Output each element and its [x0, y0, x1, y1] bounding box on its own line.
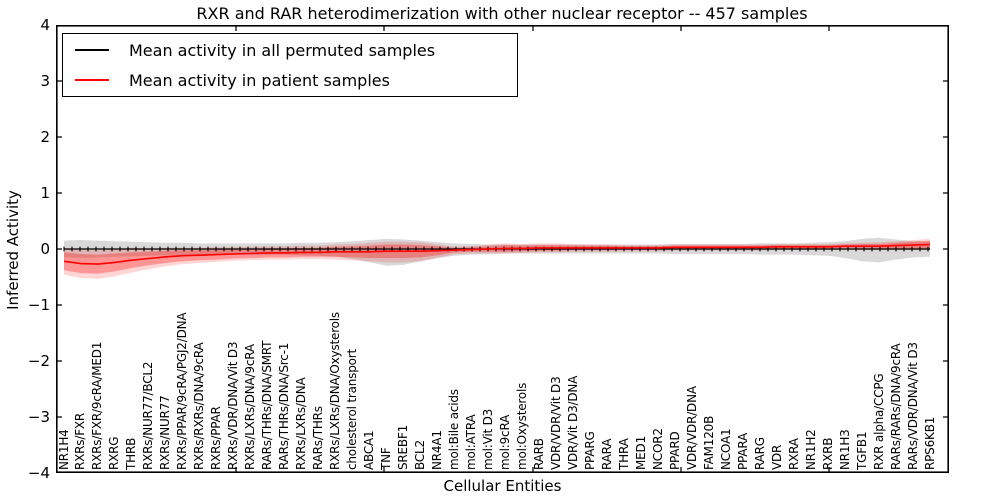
x-tick-label: RXRs/FXR/9cRA/MED1	[90, 341, 105, 470]
plot-border	[56, 25, 949, 473]
x-tick-label: VDR/Vit D3/DNA	[565, 375, 580, 470]
legend-label-permuted: Mean activity in all permuted samples	[129, 40, 436, 60]
plot-area	[56, 25, 949, 473]
x-tick-label: mol:Oxysterols	[514, 382, 529, 470]
y-tick-label: −2	[27, 352, 50, 370]
x-tick-label: RARs/THRs	[311, 406, 326, 470]
legend-label-patient: Mean activity in patient samples	[129, 70, 390, 90]
x-tick-label: RXRs/LXRs/DNA/9cRA	[243, 344, 258, 470]
x-tick-label: RXRs/PPAR/9cRA/PGJ2/DNA	[175, 312, 190, 470]
x-tick-label: VDR/VDR/DNA	[684, 386, 699, 470]
x-tick-label: RARA	[599, 438, 614, 470]
x-tick-label: NR1H4	[56, 429, 71, 470]
x-tick-label: TGFB1	[854, 431, 869, 470]
x-tick-label: mol:Vit D3	[481, 408, 495, 470]
x-tick-label: RXRs/VDR/DNA/Vit D3	[226, 341, 241, 470]
x-tick-label: MED1	[633, 435, 648, 470]
x-tick-label: VDR	[769, 444, 784, 470]
chart-title: RXR and RAR heterodimerization with othe…	[196, 4, 808, 23]
x-tick-label: PPARA	[735, 433, 750, 470]
x-tick-label: THRB	[124, 437, 139, 470]
patient-line-sample	[75, 79, 109, 81]
x-tick-label: RXRs/RXRs/DNA/9cRA	[192, 342, 207, 470]
x-tick-label: RXRs/NUR77/BCL2	[141, 361, 156, 470]
y-tick-label: 0	[40, 240, 50, 258]
x-tick-label: RARG	[752, 437, 767, 470]
x-tick-label: RXRA	[786, 438, 801, 470]
x-tick-label: NR1H2	[803, 429, 818, 470]
x-tick-label: RXRB	[820, 437, 835, 470]
x-tick-label: RXRs/PPAR	[209, 406, 224, 470]
y-axis-label: Inferred Activity	[4, 190, 22, 310]
y-tick-label: 3	[40, 72, 50, 90]
x-tick-label: mol:Bile acids	[447, 389, 462, 470]
x-tick-label: NR4A1	[430, 430, 445, 470]
x-tick-label: NR1H3	[837, 429, 852, 470]
y-tick-label: −3	[27, 408, 50, 426]
x-tick-label: RXR alpha/CCPG	[871, 373, 886, 470]
permuted-line-markers	[63, 246, 929, 252]
axis-ticks	[56, 25, 949, 473]
x-tick-label: NCOA1	[718, 428, 733, 470]
x-tick-label: ABCA1	[362, 430, 377, 470]
x-tick-label: RARs/VDR/DNA/Vit D3	[905, 342, 920, 470]
x-tick-label: RARs/THRs/DNA/SMRT	[260, 340, 275, 470]
x-tick-label: PPARD	[667, 431, 682, 471]
x-tick-label: TNF	[379, 447, 394, 470]
patient-mean-line	[63, 243, 931, 265]
permuted-confidence-band	[64, 237, 930, 266]
x-tick-label: SREBF1	[396, 424, 411, 470]
y-tick-label: 4	[40, 16, 50, 34]
x-tick-label: THRA	[616, 438, 631, 470]
legend-item-permuted: Mean activity in all permuted samples	[63, 35, 517, 65]
legend: Mean activity in all permuted samples Me…	[62, 33, 518, 97]
x-tick-label: RARs/THRs/DNA/Src-1	[277, 342, 292, 470]
x-tick-label: RXRs/LXRs/DNA/Oxysterols	[328, 312, 343, 470]
x-tick-label: RXRs/NUR77	[158, 395, 173, 470]
x-tick-label: RXRG	[107, 436, 122, 470]
x-tick-label: FAM120B	[701, 415, 716, 470]
x-tick-label: RARs/RARs/DNA/9cRA	[888, 343, 903, 470]
x-tick-label: PPARG	[582, 431, 597, 470]
y-tick-label: −4	[27, 464, 50, 482]
x-tick-label: RPS6KB1	[922, 416, 937, 470]
x-axis-label: Cellular Entities	[443, 477, 562, 495]
y-tick-label: 2	[40, 128, 50, 146]
y-tick-label: 1	[40, 184, 50, 202]
legend-item-patient: Mean activity in patient samples	[63, 65, 517, 95]
x-tick-label: BCL2	[413, 440, 428, 470]
permuted-line-sample	[75, 49, 109, 51]
y-tick-label: −1	[27, 296, 50, 314]
x-tick-label: RXRs/FXR	[73, 412, 88, 470]
x-tick-label: NCOR2	[650, 428, 665, 470]
x-tick-label: RXRs/LXRs/DNA	[294, 377, 309, 470]
x-tick-label: mol:9cRA	[497, 414, 512, 470]
x-tick-label: RARB	[531, 438, 546, 470]
x-tick-label: mol:ATRA	[464, 414, 479, 470]
x-tick-label: cholesterol transport	[345, 348, 360, 470]
x-tick-label: VDR/VDR/Vit D3	[548, 376, 563, 470]
